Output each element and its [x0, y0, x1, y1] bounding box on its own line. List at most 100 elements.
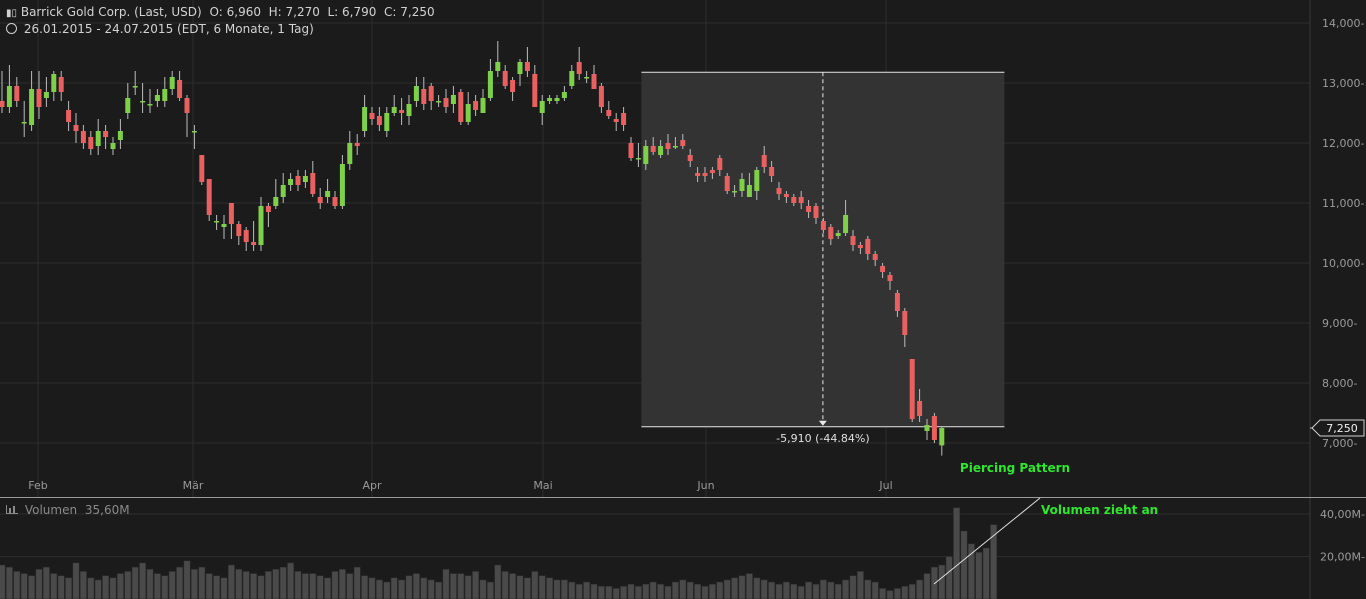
volume-bar	[775, 583, 783, 599]
volume-bar	[509, 573, 517, 599]
month-tick-label: Apr	[362, 479, 382, 492]
volume-bar	[13, 571, 21, 599]
candle-body	[428, 86, 434, 101]
candle	[606, 101, 612, 119]
candle-body	[857, 245, 863, 248]
volume-label-box: Volumen 35,60M	[6, 503, 130, 517]
candle	[354, 134, 360, 155]
candle	[813, 203, 819, 224]
candle-body	[658, 146, 664, 155]
candle-body	[924, 425, 930, 431]
candle-body	[206, 179, 212, 215]
volume-bar	[901, 585, 909, 599]
candle	[798, 191, 804, 209]
date-range: 26.01.2015 - 24.07.2015 (EDT, 6 Monate, …	[23, 22, 314, 36]
candle-body	[473, 101, 479, 110]
candle-body	[117, 131, 123, 140]
candle-body	[339, 164, 345, 206]
volume-bar	[827, 581, 835, 599]
candle-body	[6, 86, 12, 107]
candle	[177, 71, 183, 101]
candle-body	[58, 77, 64, 92]
volume-bar	[708, 583, 716, 599]
candle	[643, 140, 649, 170]
candle-body	[902, 311, 908, 335]
volume-bar	[264, 571, 272, 599]
volume-bar	[908, 583, 916, 599]
volume-bar	[398, 579, 406, 599]
measurement-label: -5,910 (-44.84%)	[776, 432, 869, 445]
candle	[502, 65, 508, 89]
volume-bar	[486, 581, 494, 599]
candle	[88, 131, 94, 155]
candle-body	[746, 185, 752, 197]
volume-bar	[856, 571, 864, 599]
volume-bar	[242, 571, 250, 599]
candle	[783, 191, 789, 203]
volume-bar	[176, 566, 184, 599]
volume-bar	[102, 575, 110, 599]
volume-bar	[435, 581, 443, 599]
candle	[887, 272, 893, 290]
candle	[539, 95, 545, 125]
candle	[872, 251, 878, 266]
candle	[458, 89, 464, 125]
volume-bar	[220, 577, 228, 599]
candle	[517, 59, 523, 86]
candle	[391, 95, 397, 116]
candle-body	[369, 113, 375, 119]
candle-body	[406, 104, 412, 116]
candle-body	[917, 401, 923, 416]
candle	[421, 77, 427, 110]
volume-bar	[139, 562, 147, 599]
candle	[776, 182, 782, 200]
candle-body	[295, 176, 301, 185]
candle	[628, 137, 634, 161]
volume-bar	[716, 581, 724, 599]
candle-body	[495, 62, 501, 71]
volume-bar	[331, 571, 339, 599]
volume-bar	[982, 547, 990, 599]
volume-bar	[945, 556, 953, 599]
candle	[265, 203, 271, 227]
candle-body	[43, 92, 49, 98]
candle-body	[125, 98, 131, 113]
candle	[362, 95, 368, 137]
volume-bar	[797, 585, 805, 599]
candle-body	[214, 221, 220, 223]
candle	[221, 215, 227, 239]
candle-body	[606, 110, 612, 116]
candle-body	[480, 98, 486, 113]
volume-bar	[864, 579, 872, 599]
candle	[347, 131, 353, 170]
candle	[754, 167, 760, 200]
candle-body	[487, 71, 493, 98]
candle	[547, 95, 553, 104]
volume-bar	[553, 579, 561, 599]
candle-body	[347, 143, 353, 164]
volume-tick-label: 20,00M-	[1320, 551, 1365, 564]
candle	[635, 143, 641, 167]
candle-body	[332, 197, 338, 206]
volume-bar	[546, 577, 554, 599]
candle	[325, 179, 331, 203]
volume-bar	[731, 577, 739, 599]
candle-body	[828, 227, 834, 239]
candle	[214, 215, 220, 230]
candle-body	[732, 191, 738, 193]
candle-body	[687, 155, 693, 161]
candle	[865, 236, 871, 260]
volume-bar	[938, 564, 946, 599]
candle-body	[80, 131, 86, 143]
candle	[280, 173, 286, 203]
candle-body	[51, 74, 57, 92]
candle	[169, 71, 175, 95]
volume-bar	[694, 583, 702, 599]
volume-bar	[575, 583, 583, 599]
volume-bar	[790, 583, 798, 599]
volume-bar	[161, 575, 169, 599]
candle	[369, 107, 375, 125]
candle	[117, 119, 123, 149]
candle-body	[140, 101, 146, 103]
candle	[36, 71, 42, 119]
